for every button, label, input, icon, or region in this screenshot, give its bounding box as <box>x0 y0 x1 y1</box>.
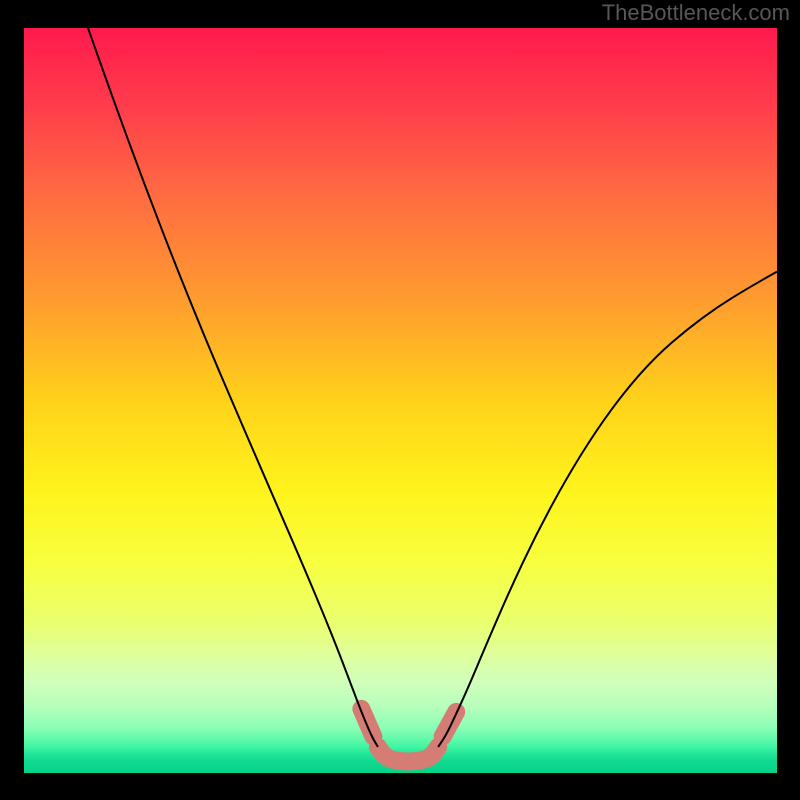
bottleneck-chart <box>0 0 800 800</box>
valley-marker <box>443 712 457 737</box>
valley-marker <box>361 709 373 737</box>
plot-background <box>24 28 777 773</box>
chart-stage: TheBottleneck.com <box>0 0 800 800</box>
